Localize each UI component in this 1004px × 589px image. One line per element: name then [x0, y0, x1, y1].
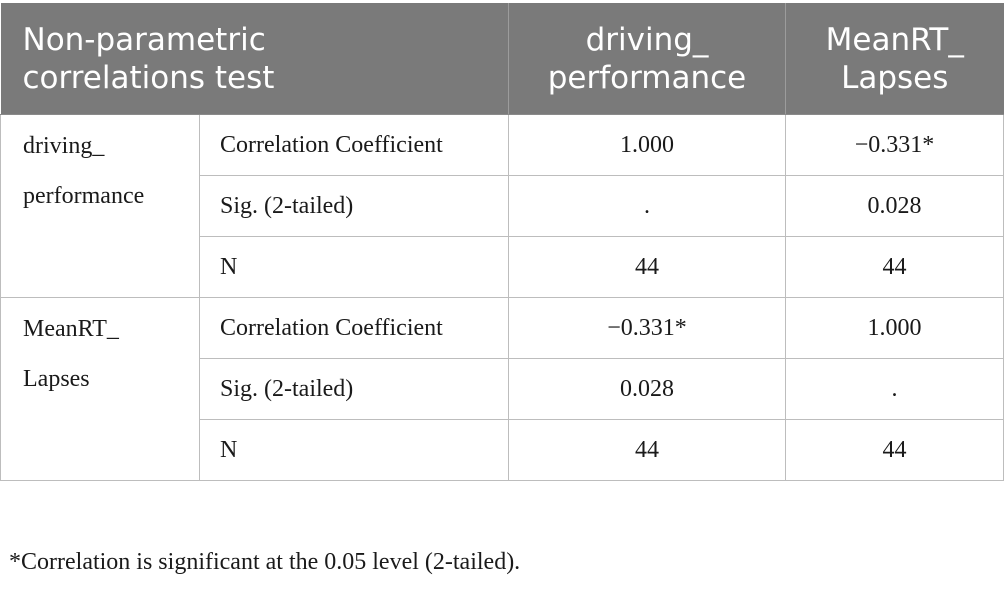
row-group-label-driving-performance: driving_ performance: [0, 114, 200, 298]
stat-label: N: [199, 236, 509, 298]
table-cell: 0.028: [785, 175, 1004, 237]
table-cell: 44: [785, 236, 1004, 298]
table-row: Sig. (2-tailed) 0.028 .: [1, 358, 1004, 420]
table-cell: 1.000: [785, 297, 1004, 359]
table-row: MeanRT_ Lapses Correlation Coefficient −…: [0, 297, 1004, 481]
stat-label: Sig. (2-tailed): [199, 175, 509, 237]
row-group-label-line1: MeanRT_: [23, 316, 119, 342]
row-group-label-line2: performance: [23, 183, 145, 209]
correlations-table: Non-parametric correlations test driving…: [0, 3, 1004, 481]
column-header-line1: driving_: [585, 21, 709, 58]
table-footnote: *Correlation is significant at the 0.05 …: [9, 549, 521, 575]
table-cell: .: [785, 358, 1004, 420]
table-cell: .: [508, 175, 786, 237]
table-row: driving_ performance Correlation Coeffic…: [0, 114, 1004, 298]
table-cell: 44: [785, 419, 1004, 481]
table-title-header: Non-parametric correlations test: [0, 3, 509, 115]
stat-label: Correlation Coefficient: [199, 297, 509, 359]
table-cell: −0.331*: [785, 114, 1004, 176]
header-title-line2: correlations test: [22, 59, 275, 96]
table-cell: 44: [508, 236, 786, 298]
table-row: N 44 44: [1, 419, 1004, 481]
table-cell: 0.028: [508, 358, 786, 420]
table-cell: 44: [508, 419, 786, 481]
table-cell: 1.000: [508, 114, 786, 176]
column-header-line2: Lapses: [841, 59, 949, 96]
column-header-meanrt-lapses: MeanRT_ Lapses: [785, 3, 1004, 115]
column-header-driving-performance: driving_ performance: [508, 3, 786, 115]
table-header-row: Non-parametric correlations test driving…: [0, 3, 1004, 115]
column-header-line2: performance: [547, 59, 747, 96]
table-cell: −0.331*: [508, 297, 786, 359]
table-row: N 44 44: [1, 236, 1004, 298]
stat-label: Sig. (2-tailed): [199, 358, 509, 420]
stat-label: Correlation Coefficient: [199, 114, 509, 176]
row-group-label-line1: driving_: [23, 133, 105, 159]
column-header-line1: MeanRT_: [825, 21, 964, 58]
row-group-label-line2: Lapses: [23, 366, 90, 392]
row-group-label-meanrt-lapses: MeanRT_ Lapses: [0, 297, 200, 481]
header-title-line1: Non-parametric: [22, 21, 266, 58]
table-row: Sig. (2-tailed) . 0.028: [1, 175, 1004, 237]
stat-label: N: [199, 419, 509, 481]
